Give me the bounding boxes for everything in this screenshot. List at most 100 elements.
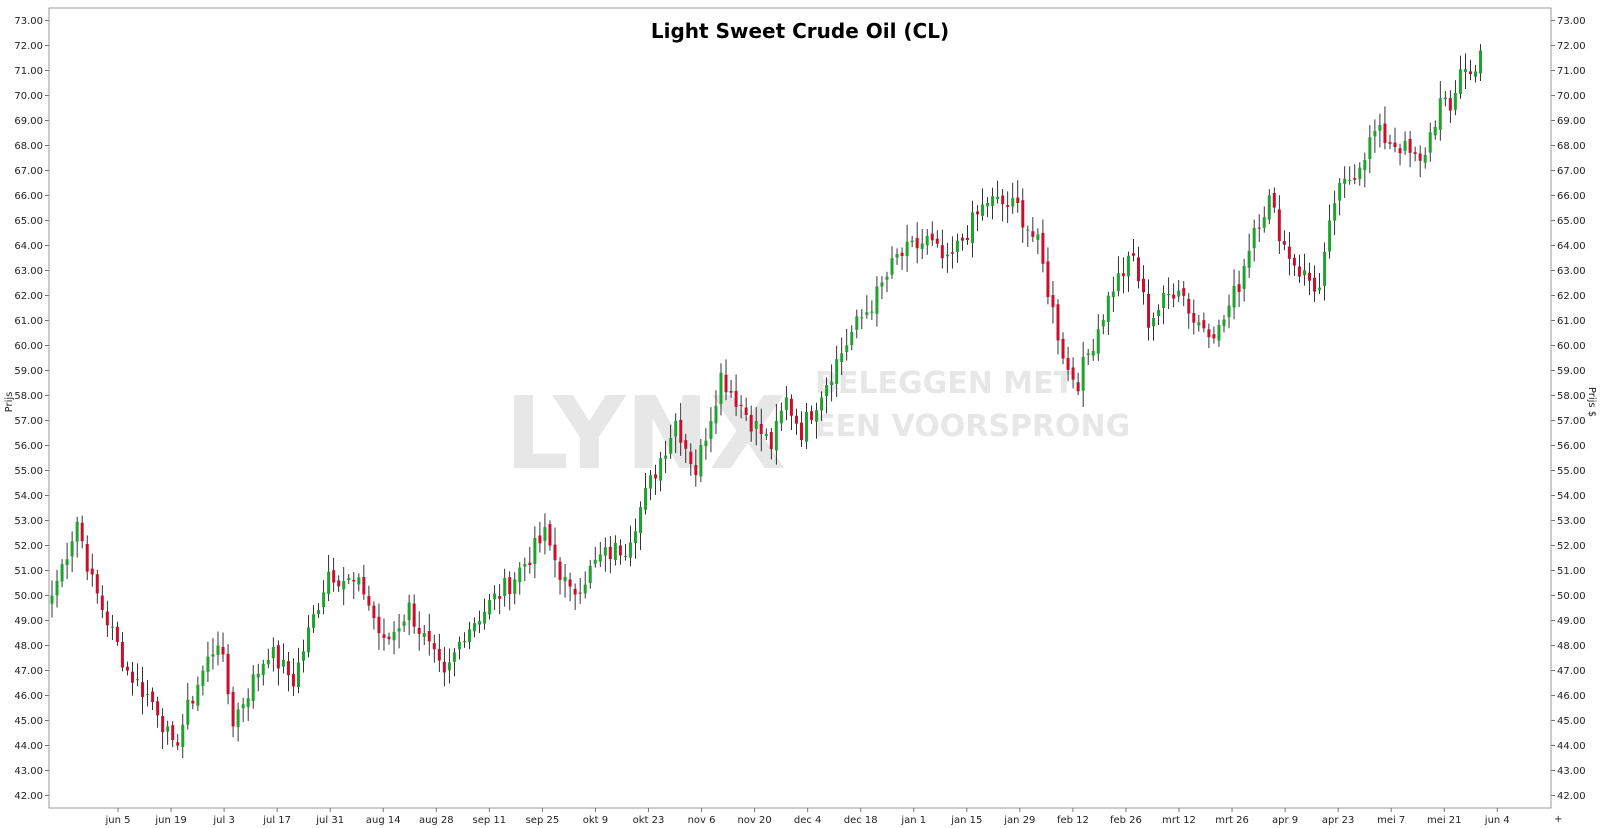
candle	[1192, 299, 1196, 335]
candle-body	[835, 359, 839, 384]
candle-body	[473, 623, 477, 632]
candle	[885, 271, 889, 293]
candle-body	[302, 651, 305, 661]
candle	[633, 518, 637, 559]
candle-body	[1136, 257, 1140, 282]
y-tick-label-left: 65.00	[14, 216, 43, 227]
candle-body	[674, 420, 678, 437]
candle-body	[1232, 285, 1236, 308]
candle	[191, 695, 195, 710]
candle-body	[161, 716, 165, 733]
candle	[241, 697, 245, 722]
y-tick-label-left: 62.00	[14, 291, 43, 302]
y-tick-label-right: 64.00	[1557, 241, 1586, 252]
y-tick-label-right: 49.00	[1557, 616, 1586, 627]
y-tick-label-left: 42.00	[14, 791, 43, 802]
candle	[473, 617, 477, 638]
x-tick-label: sep 11	[473, 815, 507, 826]
candle-body	[105, 611, 109, 626]
candle	[784, 386, 788, 421]
candle	[754, 407, 758, 446]
candle	[805, 403, 808, 449]
candle	[271, 637, 275, 672]
candle-body	[699, 444, 703, 477]
candle	[1333, 190, 1337, 236]
candle-body	[1423, 154, 1427, 163]
y-axis-right: 42.00 43.00 44.00 45.00 46.00 47.00 48.00 49.00…	[1551, 16, 1586, 802]
y-tick-label-left: 66.00	[14, 191, 43, 202]
candle-body	[1308, 272, 1311, 281]
candle	[1438, 81, 1442, 141]
candle-body	[1172, 294, 1176, 299]
candle	[387, 632, 391, 645]
candle-body	[1338, 182, 1342, 201]
y-tick-label-right: 47.00	[1557, 666, 1586, 677]
candle-body	[130, 671, 134, 683]
candle	[618, 539, 622, 565]
candle	[296, 647, 300, 694]
candle-body	[664, 455, 668, 459]
candle-body	[1131, 253, 1135, 256]
candle-body	[875, 286, 879, 314]
candle	[1237, 270, 1241, 308]
candle	[613, 535, 617, 566]
candle	[498, 584, 502, 615]
candle-body	[955, 240, 959, 253]
candle-body	[900, 252, 904, 257]
candle	[352, 572, 356, 599]
candle-body	[845, 345, 849, 352]
candle	[372, 601, 376, 630]
candle-body	[724, 374, 728, 393]
candle-body	[387, 636, 391, 640]
candle-body	[307, 627, 311, 653]
candle-body	[518, 567, 522, 583]
candle-body	[1011, 198, 1015, 207]
candle	[90, 553, 94, 587]
candle	[1036, 228, 1040, 255]
candle	[100, 585, 104, 619]
candle-body	[950, 252, 954, 254]
candle-body	[739, 404, 743, 406]
candles	[50, 44, 1483, 759]
candle-body	[186, 699, 190, 725]
candle	[141, 666, 145, 715]
candle-body	[649, 475, 653, 489]
candle-body	[1272, 192, 1276, 208]
candle	[166, 720, 170, 745]
candle	[211, 638, 215, 670]
x-tick-label: mei 21	[1427, 815, 1462, 826]
candle-body	[588, 565, 592, 584]
candle-body	[1056, 304, 1060, 341]
candle	[156, 696, 160, 728]
candle	[664, 440, 668, 473]
candle	[644, 472, 648, 515]
candle-body	[462, 641, 466, 643]
y-tick-label-left: 64.00	[14, 241, 43, 252]
y-tick-label-left: 69.00	[14, 116, 43, 127]
candle-body	[1036, 234, 1040, 240]
candle	[830, 364, 834, 402]
y-tick-label-right: 51.00	[1557, 566, 1586, 577]
candle	[125, 661, 129, 676]
candle-body	[1106, 295, 1110, 322]
candle-body	[1061, 338, 1065, 359]
candle-body	[1318, 287, 1322, 291]
candle	[1061, 332, 1065, 365]
candle	[196, 676, 200, 711]
candle	[1111, 276, 1115, 313]
candle	[1473, 64, 1477, 83]
y-tick-label-right: 55.00	[1557, 466, 1586, 477]
y-tick-label-left: 70.00	[14, 91, 43, 102]
candle-body	[895, 253, 899, 258]
candle	[80, 515, 84, 549]
candle	[478, 610, 482, 633]
candle-body	[1076, 382, 1080, 392]
x-tick-label: feb 12	[1057, 815, 1089, 826]
candle	[840, 337, 844, 376]
chart-title: Light Sweet Crude Oil (CL)	[651, 19, 949, 43]
candle-body	[543, 527, 547, 541]
candle-body	[976, 211, 980, 215]
candle-body	[1458, 69, 1462, 94]
candle	[161, 708, 165, 750]
